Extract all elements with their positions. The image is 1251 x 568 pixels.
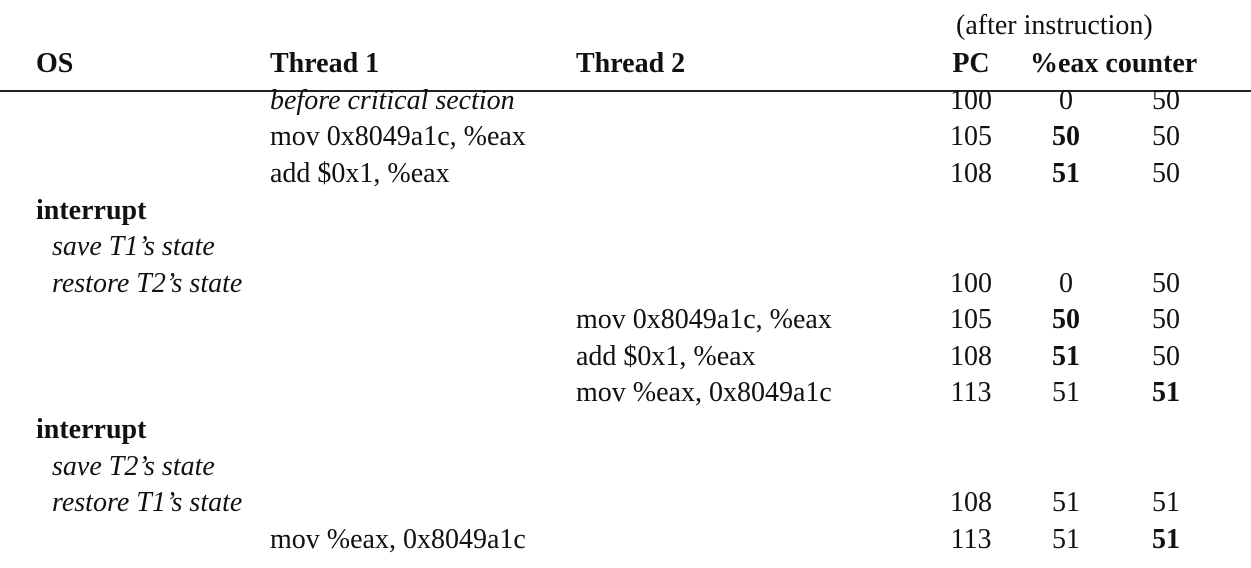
counter-value: 50 [1152,121,1180,152]
pc-value: 105 [950,121,992,152]
os-interrupt: interrupt [36,195,147,226]
eax-value: 51 [1052,377,1080,408]
os-action: save T1’s state [52,231,215,262]
counter-value: 50 [1152,304,1180,335]
thread2-instruction: mov %eax, 0x8049a1c [576,377,832,408]
os-action: save T2’s state [52,451,215,482]
header-rule [0,90,1251,92]
thread1-instruction: add $0x1, %eax [270,158,450,189]
eax-value: 51 [1052,487,1080,518]
thread1-instruction: before critical section [270,85,515,116]
counter-value: 50 [1152,158,1180,189]
pc-value: 108 [950,487,992,518]
os-action: restore T2’s state [52,268,243,299]
pc-value: 113 [950,377,992,408]
pc-value: 100 [950,85,992,116]
counter-value: 51 [1152,524,1180,555]
header-pc: PC [952,48,990,79]
pc-value: 108 [950,158,992,189]
after-instruction-caption: (after instruction) [956,10,1153,41]
counter-value: 50 [1152,341,1180,372]
header-eax-counter: %eax counter [1030,48,1198,79]
pc-value: 105 [950,304,992,335]
os-action: restore T1’s state [52,487,243,518]
eax-value: 0 [1059,268,1073,299]
counter-value: 50 [1152,85,1180,116]
thread1-instruction: mov 0x8049a1c, %eax [270,121,526,152]
os-interrupt: interrupt [36,414,147,445]
eax-value: 50 [1052,304,1080,335]
counter-value: 51 [1152,487,1180,518]
thread2-instruction: add $0x1, %eax [576,341,756,372]
eax-value: 51 [1052,524,1080,555]
header-thread1: Thread 1 [270,48,380,79]
thread2-instruction: mov 0x8049a1c, %eax [576,304,832,335]
pc-value: 100 [950,268,992,299]
thread1-instruction: mov %eax, 0x8049a1c [270,524,526,555]
eax-value: 50 [1052,121,1080,152]
eax-value: 51 [1052,341,1080,372]
pc-value: 108 [950,341,992,372]
header-thread2: Thread 2 [576,48,686,79]
header-os: OS [36,48,74,79]
eax-value: 51 [1052,158,1080,189]
counter-value: 51 [1152,377,1180,408]
pc-value: 113 [950,524,992,555]
counter-value: 50 [1152,268,1180,299]
eax-value: 0 [1059,85,1073,116]
